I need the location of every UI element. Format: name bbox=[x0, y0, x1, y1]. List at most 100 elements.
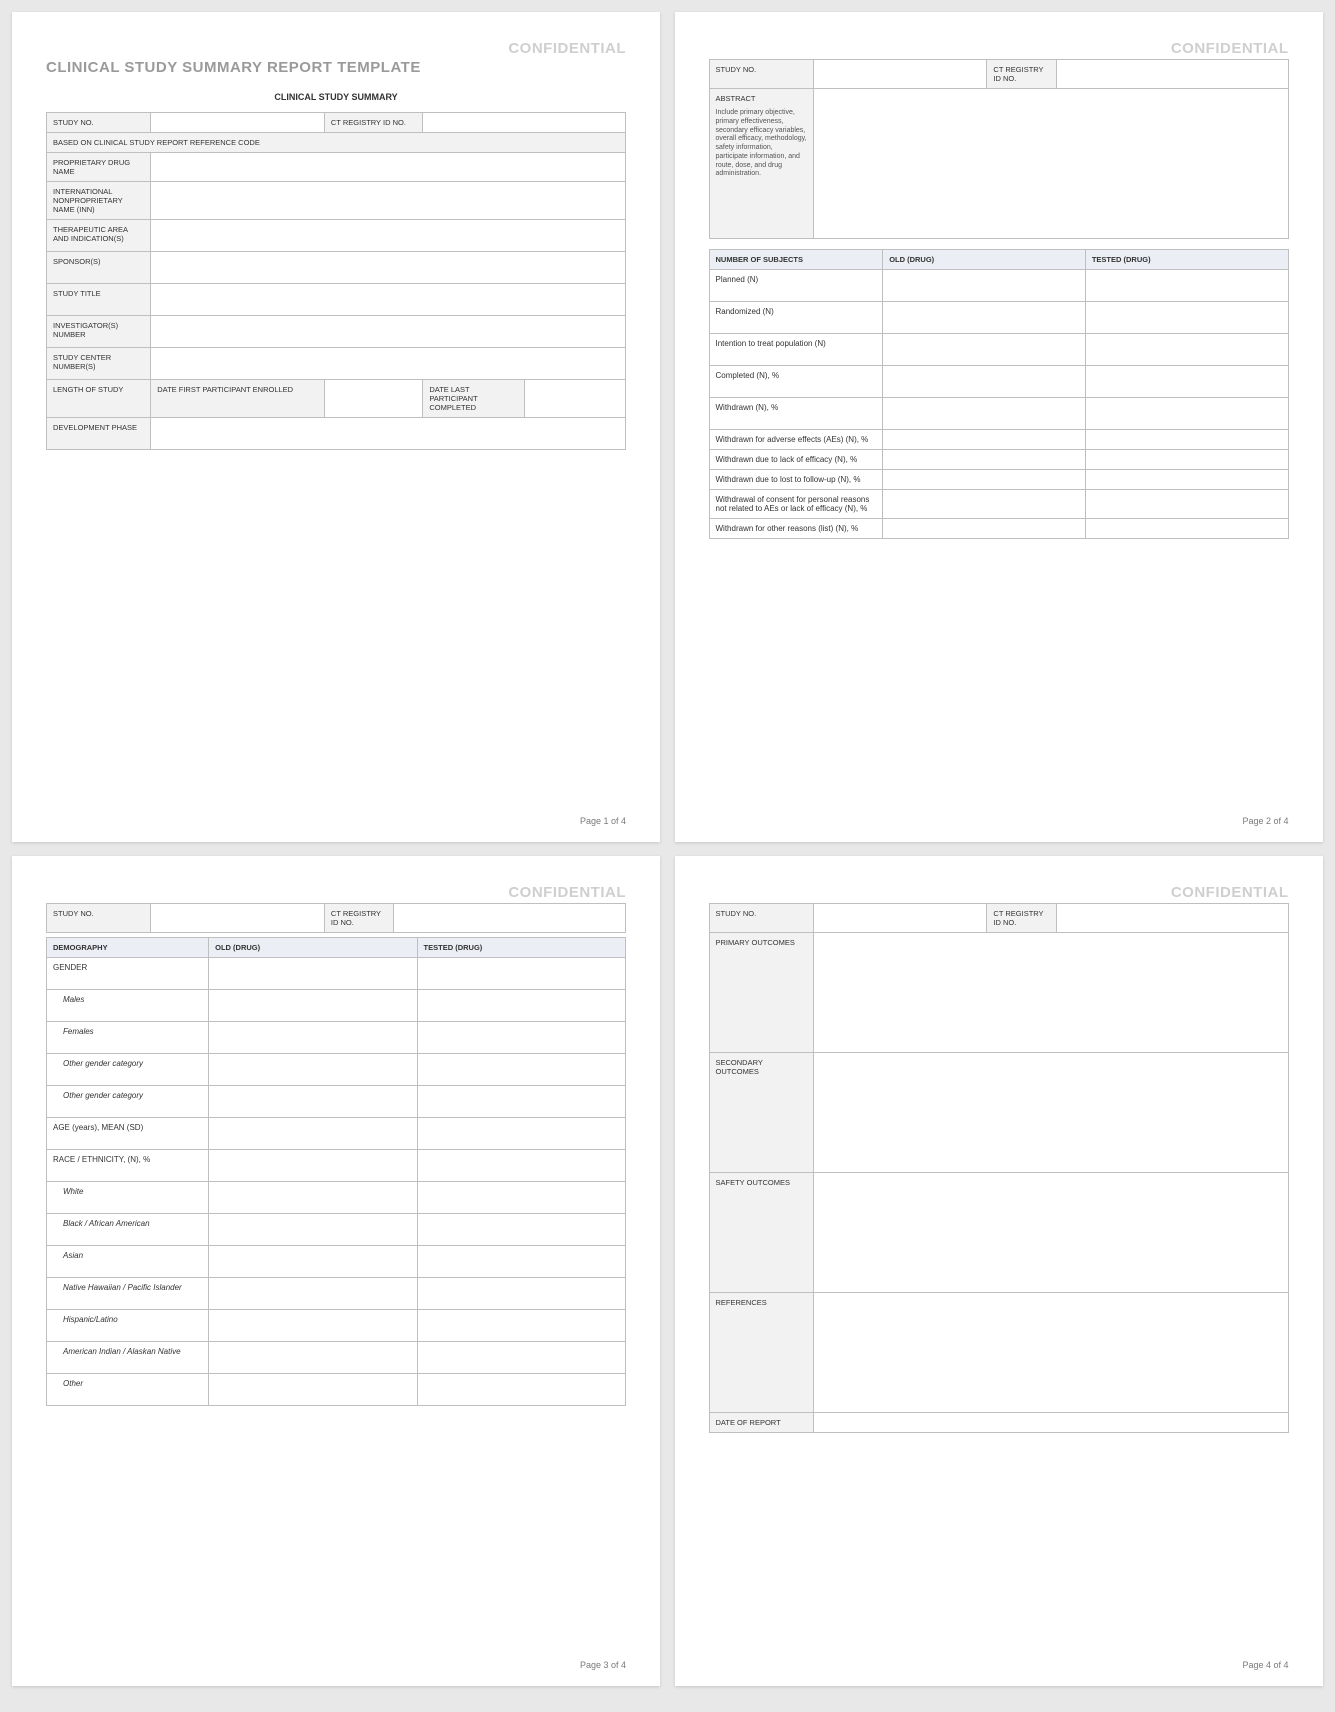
value-secondary-outcomes bbox=[813, 1053, 1288, 1173]
row-wd-lost: Withdrawn due to lost to follow-up (N), … bbox=[709, 470, 883, 490]
row-females: Females bbox=[47, 1022, 209, 1054]
confidential-watermark: CONFIDENTIAL bbox=[46, 884, 626, 901]
value-abstract bbox=[813, 89, 1288, 239]
row-race: RACE / ETHNICITY, (N), % bbox=[47, 1150, 209, 1182]
row-wd-eff: Withdrawn due to lack of efficacy (N), % bbox=[709, 450, 883, 470]
row-gender: GENDER bbox=[47, 958, 209, 990]
value-inn bbox=[151, 182, 626, 220]
value-study-no bbox=[813, 60, 987, 89]
label-investigator: INVESTIGATOR(S) NUMBER bbox=[47, 316, 151, 348]
value-primary-outcomes bbox=[813, 933, 1288, 1053]
row-age: AGE (years), MEAN (SD) bbox=[47, 1118, 209, 1150]
row-black: Black / African American bbox=[47, 1214, 209, 1246]
hdr-subjects: NUMBER OF SUBJECTS bbox=[709, 250, 883, 270]
label-ct-registry: CT REGISTRY ID NO. bbox=[324, 113, 422, 133]
confidential-watermark: CONFIDENTIAL bbox=[709, 884, 1289, 901]
study-info-table: STUDY NO. CT REGISTRY ID NO. BASED ON CL… bbox=[46, 112, 626, 450]
page-footer: Page 4 of 4 bbox=[709, 1650, 1289, 1670]
label-therapeutic: THERAPEUTIC AREA AND INDICATION(S) bbox=[47, 220, 151, 252]
label-date-of-report: DATE OF REPORT bbox=[709, 1413, 813, 1433]
row-other-gender-2: Other gender category bbox=[47, 1086, 209, 1118]
label-references: REFERENCES bbox=[709, 1293, 813, 1413]
confidential-watermark: CONFIDENTIAL bbox=[46, 40, 626, 57]
label-secondary-outcomes: SECONDARY OUTCOMES bbox=[709, 1053, 813, 1173]
label-study-title: STUDY TITLE bbox=[47, 284, 151, 316]
label-study-no: STUDY NO. bbox=[47, 113, 151, 133]
label-study-no: STUDY NO. bbox=[709, 60, 813, 89]
value-ct-registry bbox=[394, 904, 626, 933]
section-title: CLINICAL STUDY SUMMARY bbox=[46, 92, 626, 102]
study-id-table: STUDY NO. CT REGISTRY ID NO. PRIMARY OUT… bbox=[709, 903, 1289, 1433]
page-3: CONFIDENTIAL STUDY NO. CT REGISTRY ID NO… bbox=[12, 856, 660, 1686]
study-id-table: STUDY NO. CT REGISTRY ID NO. ABSTRACT In… bbox=[709, 59, 1289, 239]
label-dev-phase: DEVELOPMENT PHASE bbox=[47, 418, 151, 450]
label-length: LENGTH OF STUDY bbox=[47, 380, 151, 418]
label-date-first: DATE FIRST PARTICIPANT ENROLLED bbox=[151, 380, 325, 418]
row-completed: Completed (N), % bbox=[709, 366, 883, 398]
value-study-no bbox=[813, 904, 987, 933]
label-abstract: ABSTRACT Include primary objective, prim… bbox=[709, 89, 813, 239]
page-footer: Page 3 of 4 bbox=[46, 1650, 626, 1670]
hdr-old-drug: OLD (DRUG) bbox=[883, 250, 1086, 270]
hdr-tested-drug: TESTED (DRUG) bbox=[1085, 250, 1288, 270]
label-sponsor: SPONSOR(S) bbox=[47, 252, 151, 284]
row-planned: Planned (N) bbox=[709, 270, 883, 302]
value-ct-registry bbox=[423, 113, 626, 133]
row-wd-other: Withdrawn for other reasons (list) (N), … bbox=[709, 519, 883, 539]
row-hawaiian: Native Hawaiian / Pacific Islander bbox=[47, 1278, 209, 1310]
row-randomized: Randomized (N) bbox=[709, 302, 883, 334]
label-based-on: BASED ON CLINICAL STUDY REPORT REFERENCE… bbox=[47, 133, 626, 153]
row-other-race: Other bbox=[47, 1374, 209, 1406]
row-other-gender-1: Other gender category bbox=[47, 1054, 209, 1086]
label-date-last: DATE LAST PARTICIPANT COMPLETED bbox=[423, 380, 524, 417]
study-id-table: STUDY NO. CT REGISTRY ID NO. bbox=[46, 903, 626, 933]
label-ct-registry: CT REGISTRY ID NO. bbox=[987, 60, 1056, 89]
row-white: White bbox=[47, 1182, 209, 1214]
subjects-table: NUMBER OF SUBJECTS OLD (DRUG) TESTED (DR… bbox=[709, 249, 1289, 539]
label-safety-outcomes: SAFETY OUTCOMES bbox=[709, 1173, 813, 1293]
row-native: American Indian / Alaskan Native bbox=[47, 1342, 209, 1374]
label-center: STUDY CENTER NUMBER(S) bbox=[47, 348, 151, 380]
demography-table: DEMOGRAPHY OLD (DRUG) TESTED (DRUG) GEND… bbox=[46, 937, 626, 1406]
value-study-no bbox=[151, 113, 325, 133]
label-ct-registry: CT REGISTRY ID NO. bbox=[324, 904, 393, 933]
hdr-tested-drug: TESTED (DRUG) bbox=[417, 938, 625, 958]
row-itt: Intention to treat population (N) bbox=[709, 334, 883, 366]
value-references bbox=[813, 1293, 1288, 1413]
value-date-of-report bbox=[813, 1413, 1288, 1433]
row-males: Males bbox=[47, 990, 209, 1022]
row-wd-ae: Withdrawn for adverse effects (AEs) (N),… bbox=[709, 430, 883, 450]
value-date-first bbox=[324, 380, 422, 418]
row-wd-consent: Withdrawal of consent for personal reaso… bbox=[709, 490, 883, 519]
confidential-watermark: CONFIDENTIAL bbox=[709, 40, 1289, 57]
value-sponsor bbox=[151, 252, 626, 284]
label-study-no: STUDY NO. bbox=[709, 904, 813, 933]
label-ct-registry: CT REGISTRY ID NO. bbox=[987, 904, 1056, 933]
value-ct-registry bbox=[1056, 904, 1288, 933]
page-2: CONFIDENTIAL STUDY NO. CT REGISTRY ID NO… bbox=[675, 12, 1323, 842]
label-proprietary: PROPRIETARY DRUG NAME bbox=[47, 153, 151, 182]
row-asian: Asian bbox=[47, 1246, 209, 1278]
value-safety-outcomes bbox=[813, 1173, 1288, 1293]
value-ct-registry bbox=[1056, 60, 1288, 89]
row-withdrawn: Withdrawn (N), % bbox=[709, 398, 883, 430]
value-dev-phase bbox=[151, 418, 626, 450]
label-inn: INTERNATIONAL NONPROPRIETARY NAME (INN) bbox=[47, 182, 151, 220]
label-study-no: STUDY NO. bbox=[47, 904, 151, 933]
page-footer: Page 1 of 4 bbox=[46, 806, 626, 826]
hdr-old-drug: OLD (DRUG) bbox=[209, 938, 417, 958]
value-center bbox=[151, 348, 626, 380]
value-study-no bbox=[151, 904, 325, 933]
document-title: CLINICAL STUDY SUMMARY REPORT TEMPLATE bbox=[46, 59, 626, 76]
value-proprietary bbox=[151, 153, 626, 182]
value-investigator bbox=[151, 316, 626, 348]
page-footer: Page 2 of 4 bbox=[709, 806, 1289, 826]
value-therapeutic bbox=[151, 220, 626, 252]
value-study-title bbox=[151, 284, 626, 316]
page-4: CONFIDENTIAL STUDY NO. CT REGISTRY ID NO… bbox=[675, 856, 1323, 1686]
value-date-last bbox=[524, 380, 625, 417]
page-1: CONFIDENTIAL CLINICAL STUDY SUMMARY REPO… bbox=[12, 12, 660, 842]
hdr-demography: DEMOGRAPHY bbox=[47, 938, 209, 958]
abstract-subtext: Include primary objective, primary effec… bbox=[716, 109, 807, 179]
abstract-heading: ABSTRACT bbox=[716, 94, 756, 103]
